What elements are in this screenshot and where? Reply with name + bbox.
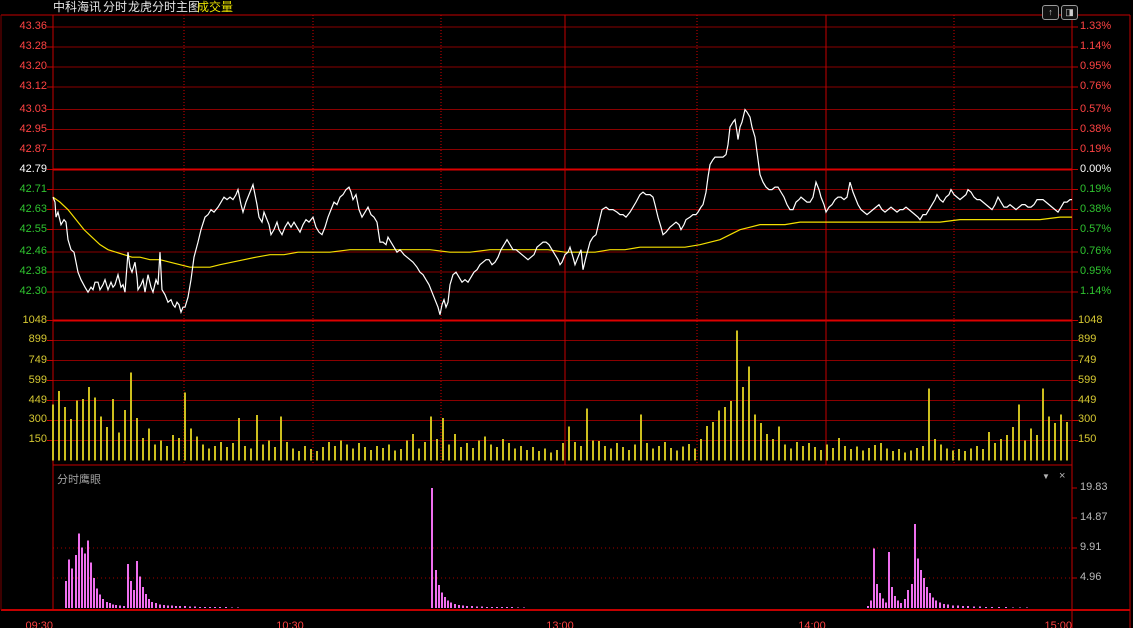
eagle-axis-label: 9.91 xyxy=(1080,541,1102,554)
price-axis-label: 42.63 xyxy=(19,202,47,215)
volume-axis-label: 599 xyxy=(1078,373,1097,386)
price-axis-label: 43.36 xyxy=(19,20,47,32)
volume-indicator-label[interactable]: 成交量 xyxy=(197,0,234,14)
price-axis-label: 42.87 xyxy=(19,142,47,155)
percent-axis-label: 1.14% xyxy=(1080,285,1112,298)
volume-axis-label: 899 xyxy=(1078,333,1097,346)
time-axis-label: 09:30 xyxy=(25,620,53,628)
price-axis-label: 42.30 xyxy=(19,285,47,298)
percent-axis-label: 0.95% xyxy=(1080,265,1112,278)
time-axis-label: 10:30 xyxy=(276,620,304,628)
percent-axis-label: 0.76% xyxy=(1080,80,1112,93)
volume-axis-label: 1048 xyxy=(1078,313,1103,326)
price-axis-label: 42.46 xyxy=(19,245,47,258)
percent-axis-label: 0.57% xyxy=(1080,102,1112,115)
eagle-axis-label: 14.87 xyxy=(1080,511,1108,524)
chevron-down-icon[interactable]: ▼ xyxy=(1042,472,1050,481)
time-axis-label: 14:00 xyxy=(798,620,826,628)
stock-name-label: 中科海讯 xyxy=(53,0,102,14)
close-icon[interactable]: × xyxy=(1059,470,1066,482)
eagle-axis-label: 4.96 xyxy=(1080,571,1102,583)
volume-axis-label: 899 xyxy=(28,333,47,346)
volume-axis-label: 749 xyxy=(28,353,47,366)
price-axis-label: 43.20 xyxy=(19,60,47,73)
price-axis-label: 43.03 xyxy=(19,102,47,115)
volume-axis-label: 749 xyxy=(1078,353,1097,366)
price-axis-label: 42.79 xyxy=(19,162,47,175)
split-panel-icon[interactable]: ◨ xyxy=(1061,5,1078,20)
price-axis-label: 42.95 xyxy=(19,122,47,135)
price-axis-label: 43.28 xyxy=(19,40,47,52)
percent-axis-label: 0.76% xyxy=(1080,245,1112,258)
period-label[interactable]: 分时 xyxy=(103,0,128,14)
percent-axis-label: 1.14% xyxy=(1080,40,1112,52)
volume-axis-label: 300 xyxy=(1078,413,1097,426)
volume-axis-label: 300 xyxy=(28,413,47,426)
price-axis-label: 42.55 xyxy=(19,222,47,235)
price-axis-label: 42.38 xyxy=(19,265,47,278)
percent-axis-label: 0.19% xyxy=(1080,142,1112,155)
main-chart-label[interactable]: 龙虎分时主图 xyxy=(128,0,201,14)
price-axis-label: 43.12 xyxy=(19,80,47,93)
percent-axis-label: 0.57% xyxy=(1080,222,1112,235)
time-axis-label: 15:00 xyxy=(1044,620,1072,628)
time-axis-label: 13:00 xyxy=(546,620,574,628)
percent-axis-label: 1.33% xyxy=(1080,20,1112,32)
volume-axis-label: 150 xyxy=(28,433,47,446)
percent-axis-label: 0.38% xyxy=(1080,122,1112,135)
percent-axis-label: 0.19% xyxy=(1080,182,1112,195)
volume-axis-label: 150 xyxy=(1078,433,1097,446)
percent-axis-label: 0.00% xyxy=(1080,162,1112,175)
volume-axis-label: 1048 xyxy=(22,313,47,326)
popout-icon[interactable]: ↑ xyxy=(1042,5,1059,20)
eagle-panel-title[interactable]: 分时鹰眼 xyxy=(57,474,101,486)
volume-axis-label: 449 xyxy=(1078,393,1097,406)
volume-axis-label: 449 xyxy=(28,393,47,406)
eagle-axis-label: 19.83 xyxy=(1080,481,1108,494)
price-axis-label: 42.71 xyxy=(19,182,47,195)
volume-axis-label: 599 xyxy=(28,373,47,386)
percent-axis-label: 0.38% xyxy=(1080,202,1112,215)
percent-axis-label: 0.95% xyxy=(1080,60,1112,73)
